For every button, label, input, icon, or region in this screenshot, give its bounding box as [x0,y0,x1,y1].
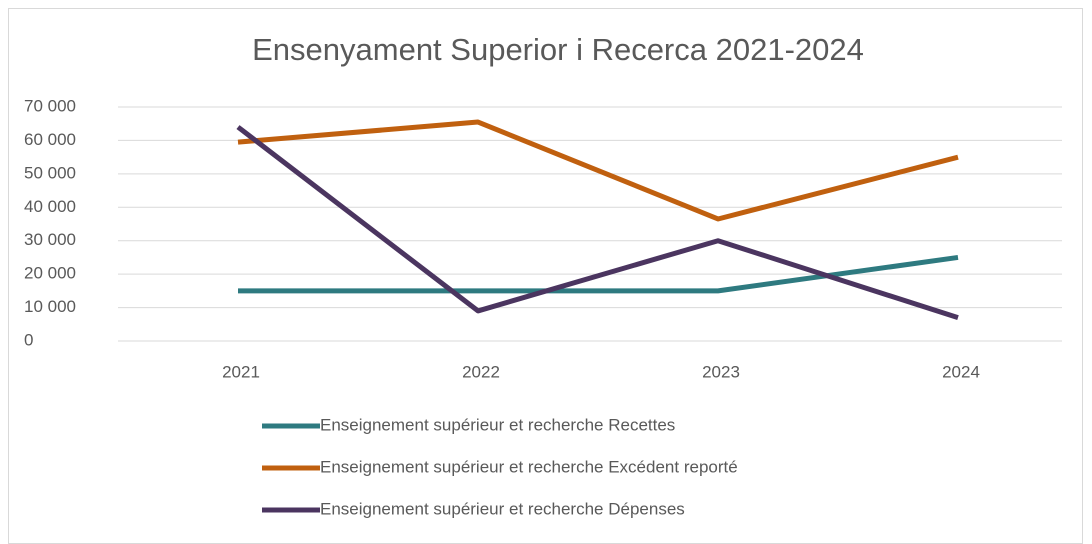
y-tick-label: 40 000 [24,197,76,216]
series-line [236,125,959,320]
x-tick-label: 2024 [942,362,980,381]
x-tick-label: 2023 [702,362,740,381]
legend-label: Enseignement supérieur et recherche Dépe… [320,499,685,518]
y-tick-label: 70 000 [24,96,76,115]
y-tick-label: 20 000 [24,264,76,283]
series-line [237,119,959,222]
legend-label: Enseignement supérieur et recherche Rece… [320,415,675,434]
y-tick-label: 60 000 [24,130,76,149]
y-tick-label: 50 000 [24,163,76,182]
y-tick-label: 10 000 [24,297,76,316]
y-tick-label: 30 000 [24,230,76,249]
x-tick-label: 2021 [222,362,260,381]
chart-title: Ensenyament Superior i Recerca 2021-2024 [252,32,864,67]
y-tick-label: 0 [24,330,33,349]
legend-label: Enseignement supérieur et recherche Excé… [320,457,738,476]
chart-frame [8,8,1083,544]
series-line [238,254,959,294]
x-tick-label: 2022 [462,362,500,381]
